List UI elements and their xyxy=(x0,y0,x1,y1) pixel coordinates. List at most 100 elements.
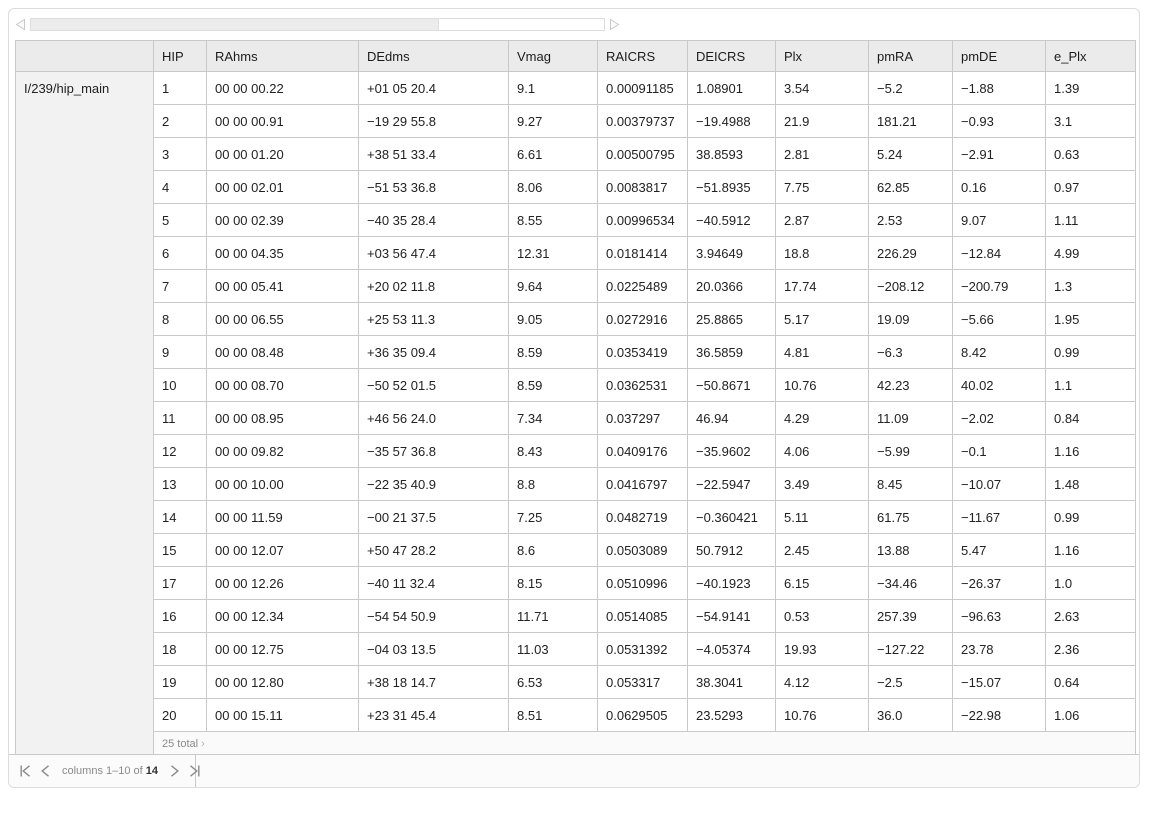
table-cell: −54.9141 xyxy=(687,599,776,633)
corner-header-cell xyxy=(15,40,154,72)
table-row[interactable]: 7 00 00 05.41 +20 02 11.8 9.64 0.0225489 20.0… xyxy=(16,269,1136,303)
total-expander-icon[interactable]: › xyxy=(201,738,205,750)
scrollbar-thumb[interactable] xyxy=(31,18,439,30)
table-cell: 0.0225489 xyxy=(597,269,688,303)
table-row[interactable]: 18 00 00 12.75 −04 03 13.5 11.03 0.0531392 −4… xyxy=(16,632,1136,666)
table-source-label: I/239/hip_main xyxy=(15,71,154,757)
table-cell: 5.11 xyxy=(775,500,869,534)
table-header-row: HIP RAhms DEdms Vmag RAICRS DEICRS Plx pmRA pmDE… xyxy=(15,40,1136,72)
table-cell: 11.09 xyxy=(868,401,953,435)
table-row[interactable]: 6 00 00 04.35 +03 56 47.4 12.31 0.0181414 3.9… xyxy=(16,236,1136,270)
table-cell: 3.54 xyxy=(775,71,869,105)
table-cell: −1.88 xyxy=(952,71,1046,105)
table-row[interactable]: 3 00 00 01.20 +38 51 33.4 6.61 0.00500795 38.… xyxy=(16,137,1136,171)
table-row[interactable]: 8 00 00 06.55 +25 53 11.3 9.05 0.0272916 25.8… xyxy=(16,302,1136,336)
first-columns-button[interactable] xyxy=(18,763,32,779)
last-columns-button[interactable] xyxy=(188,763,202,779)
table-cell: 181.21 xyxy=(868,104,953,138)
table-row[interactable]: 19 00 00 12.80 +38 18 14.7 6.53 0.053317 38.3… xyxy=(16,665,1136,699)
table-header: HIP RAhms DEdms Vmag RAICRS DEICRS Plx pmRA pmDE… xyxy=(15,40,1136,72)
table-row[interactable]: 14 00 00 11.59 −00 21 37.5 7.25 0.0482719 −0.… xyxy=(16,500,1136,534)
table-cell: 10 xyxy=(153,368,207,402)
table-cell: 0.053317 xyxy=(597,665,688,699)
table-cell: 00 00 10.00 xyxy=(206,467,359,501)
table-cell: 0.0083817 xyxy=(597,170,688,204)
table-cell: 10.76 xyxy=(775,368,869,402)
table-cell: 0.00500795 xyxy=(597,137,688,171)
table-row[interactable]: 16 00 00 12.34 −54 54 50.9 11.71 0.0514085 −5… xyxy=(16,599,1136,633)
table-row[interactable]: 2 00 00 00.91 −19 29 55.8 9.27 0.00379737 −19… xyxy=(16,104,1136,138)
table-cell: −208.12 xyxy=(868,269,953,303)
table-cell: −5.2 xyxy=(868,71,953,105)
table-cell: 5.47 xyxy=(952,533,1046,567)
scroll-left-icon[interactable] xyxy=(14,18,27,31)
column-header-rahms[interactable]: RAhms xyxy=(206,40,359,72)
column-header-e_plx[interactable]: e_Plx xyxy=(1045,40,1136,72)
column-header-hip[interactable]: HIP xyxy=(153,40,207,72)
table-cell: 2.53 xyxy=(868,203,953,237)
table-cell: 00 00 08.95 xyxy=(206,401,359,435)
column-header-dedms[interactable]: DEdms xyxy=(358,40,509,72)
table-cell: 38.8593 xyxy=(687,137,776,171)
table-cell: 2.45 xyxy=(775,533,869,567)
column-header-raicrs[interactable]: RAICRS xyxy=(597,40,688,72)
table-viewer-panel: HIP RAhms DEdms Vmag RAICRS DEICRS Plx pmRA pmDE… xyxy=(8,8,1140,788)
table-cell: 5 xyxy=(153,203,207,237)
table-cell: −200.79 xyxy=(952,269,1046,303)
table-cell: 6.53 xyxy=(508,665,598,699)
next-columns-button[interactable] xyxy=(167,763,181,779)
table-cell: 36.0 xyxy=(868,698,953,732)
table-cell: 0.99 xyxy=(1045,335,1136,369)
column-header-vmag[interactable]: Vmag xyxy=(508,40,598,72)
table-cell: 17.74 xyxy=(775,269,869,303)
table-row[interactable]: 17 00 00 12.26 −40 11 32.4 8.15 0.0510996 −40… xyxy=(16,566,1136,600)
table-cell: 4.81 xyxy=(775,335,869,369)
table-cell: +03 56 47.4 xyxy=(358,236,509,270)
table-cell: 6 xyxy=(153,236,207,270)
table-cell: 0.00091185 xyxy=(597,71,688,105)
pager-footer: columns 1–10 of 14 xyxy=(9,754,1139,787)
table-cell: −35.9602 xyxy=(687,434,776,468)
table-cell: 9.05 xyxy=(508,302,598,336)
table-cell: 1.3 xyxy=(1045,269,1136,303)
table-cell: 00 00 02.01 xyxy=(206,170,359,204)
table-row[interactable]: 13 00 00 10.00 −22 35 40.9 8.8 0.0416797 −22.… xyxy=(16,467,1136,501)
previous-columns-button[interactable] xyxy=(39,763,53,779)
table-row[interactable]: 9 00 00 08.48 +36 35 09.4 8.59 0.0353419 36.5… xyxy=(16,335,1136,369)
table-row[interactable]: 15 00 00 12.07 +50 47 28.2 8.6 0.0503089 50.7… xyxy=(16,533,1136,567)
column-header-pmra[interactable]: pmRA xyxy=(868,40,953,72)
table-cell: 9.64 xyxy=(508,269,598,303)
column-header-pmde[interactable]: pmDE xyxy=(952,40,1046,72)
table-row[interactable]: 11 00 00 08.95 +46 56 24.0 7.34 0.037297 46.9… xyxy=(16,401,1136,435)
table-cell: 00 00 01.20 xyxy=(206,137,359,171)
table-cell: 8.43 xyxy=(508,434,598,468)
table-row[interactable]: 20 00 00 15.11 +23 31 45.4 8.51 0.0629505 23.… xyxy=(16,698,1136,732)
table-cell: 11 xyxy=(153,401,207,435)
table-row[interactable]: 10 00 00 08.70 −50 52 01.5 8.59 0.0362531 −50… xyxy=(16,368,1136,402)
table-cell: 3.94649 xyxy=(687,236,776,270)
table-row[interactable]: 4 00 00 02.01 −51 53 36.8 8.06 0.0083817 −51.… xyxy=(16,170,1136,204)
table-row[interactable]: 12 00 00 09.82 −35 57 36.8 8.43 0.0409176 −35… xyxy=(16,434,1136,468)
table-cell: −0.93 xyxy=(952,104,1046,138)
columns-range-label: columns 1–10 of 14 xyxy=(62,765,159,777)
table-cell: 7.25 xyxy=(508,500,598,534)
table-cell: 8 xyxy=(153,302,207,336)
table-cell: 1 xyxy=(153,71,207,105)
table-cell: 5.17 xyxy=(775,302,869,336)
table-cell: −4.05374 xyxy=(687,632,776,666)
scrollbar-track[interactable] xyxy=(30,17,605,31)
table-cell: 38.3041 xyxy=(687,665,776,699)
column-header-plx[interactable]: Plx xyxy=(775,40,869,72)
table-row[interactable]: 5 00 00 02.39 −40 35 28.4 8.55 0.00996534 −40… xyxy=(16,203,1136,237)
table-cell: 8.42 xyxy=(952,335,1046,369)
total-columns-count: 14 xyxy=(145,765,159,777)
table-cell: 1.48 xyxy=(1045,467,1136,501)
table-cell: 50.7912 xyxy=(687,533,776,567)
table-cell: −19.4988 xyxy=(687,104,776,138)
table-cell: 3.49 xyxy=(775,467,869,501)
table-cell: 00 00 05.41 xyxy=(206,269,359,303)
table-cell: 2.63 xyxy=(1045,599,1136,633)
table-row[interactable]: I/239/hip_main 1 00 00 00.22 +01 05 20.4 9.1… xyxy=(15,71,1136,757)
column-header-deicrs[interactable]: DEICRS xyxy=(687,40,776,72)
scroll-right-icon[interactable] xyxy=(608,18,621,31)
